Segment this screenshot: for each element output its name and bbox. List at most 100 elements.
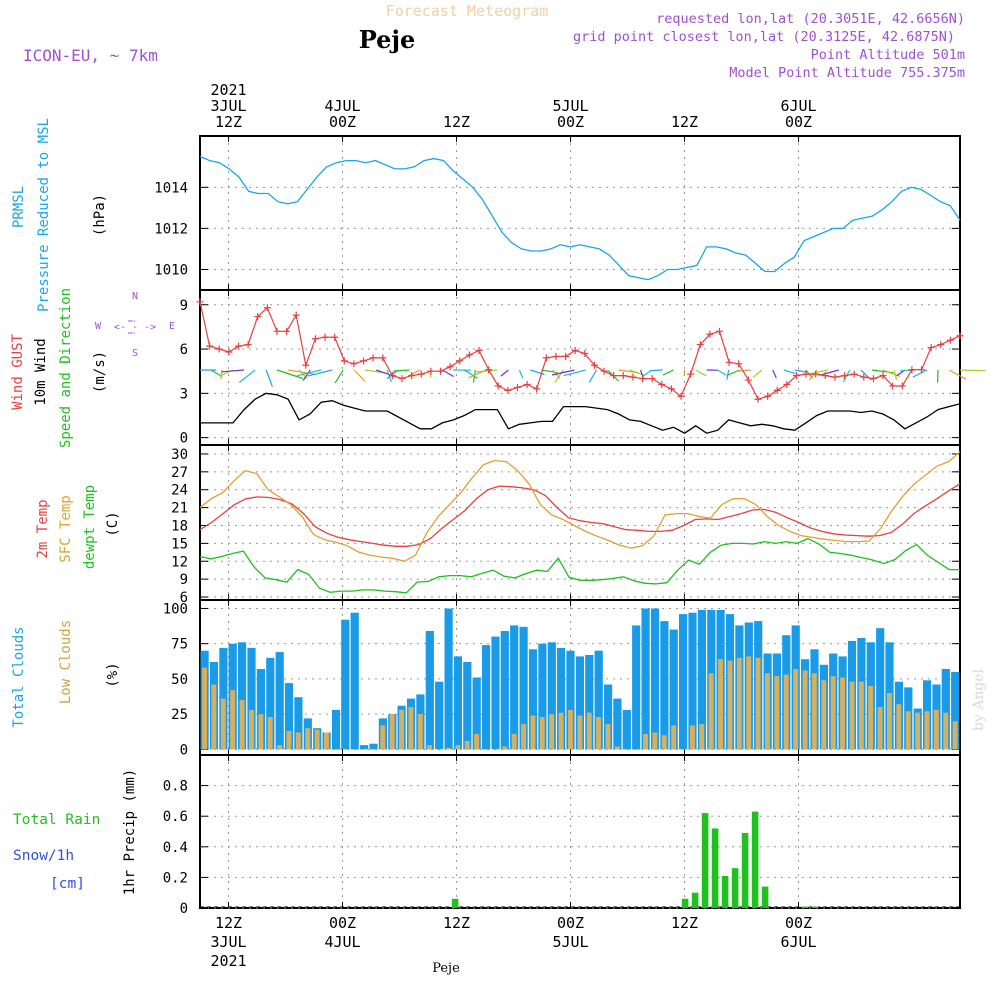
low-cloud-bar [502,746,508,750]
low-cloud-bar [783,674,789,750]
gust-marker [321,333,329,341]
gust-marker [542,354,550,362]
top-time-label: 00Z [557,113,584,131]
precip-unit: 1hr Precip (mm) [122,769,138,895]
top-time-label: 00Z [785,113,812,131]
low-cloud-bar [417,714,423,750]
low-cloud-bar [314,729,320,750]
low-cloud-bar [830,676,836,750]
low-cloud-bar [718,659,723,750]
low-cloud-bar [708,673,714,750]
gust-marker [523,380,531,388]
low-cloud-bar [868,686,874,750]
clouds-unit: (%) [105,662,121,687]
gust-marker [427,367,435,375]
gust-marker [350,360,358,368]
gust-marker [735,360,743,368]
wind-direction-arrow [642,369,652,377]
precip-ytick-label: 0.4 [163,840,188,856]
watermark: by Angel [971,668,987,731]
gust-marker [658,380,666,388]
total-rain-label: Total Rain [13,812,100,828]
total-cloud-bar [585,655,594,750]
wind-direction-arrow [353,369,366,382]
low-cloud-bar [399,709,404,750]
gust-marker [263,304,271,312]
low-cloud-bar [746,656,752,750]
location-title: Peje [359,25,416,54]
total-cloud-bar [528,649,538,750]
rain-bar [731,868,739,908]
gust-marker [677,392,685,400]
total-cloud-bar [472,677,481,750]
gust-marker [292,311,300,319]
wind-direction-arrow [948,369,967,380]
gust-marker [465,351,473,359]
gust-marker [446,363,454,371]
total-cloud-bar [519,626,528,750]
gust-marker [494,382,502,390]
low-cloud-bar [671,725,677,750]
wind-direction-arrow [518,369,524,379]
temp-frame [199,444,961,601]
low-cloud-bar [202,667,207,750]
total-cloud-bar [679,614,688,750]
bottom-time-label: 3JUL [210,933,246,951]
wind-direction-arrow [464,369,478,379]
grid-point-coords: grid point closest lon,lat (20.3125E, 42… [573,29,955,45]
bottom-time-label: 00Z [329,914,356,932]
total-cloud-bar [284,683,294,750]
gust-marker [792,372,800,380]
low-cloud-bar [230,690,236,750]
total-cloud-bar [547,642,556,750]
gust-marker [302,361,310,369]
rain-bar [691,892,699,908]
wind-direction-arrow [302,369,311,382]
gust-marker [331,333,339,341]
low-cloud-bar [380,725,386,750]
cloud-panel-labels: Total Clouds Low Clouds (%) [11,620,121,728]
wind-direction-arrow [307,369,333,377]
wind-direction-arrow [772,369,777,379]
low-cloud-bar [727,660,733,750]
point-altitude: Point Altitude 501m [811,47,965,63]
total-cloud-bar [369,743,378,750]
wind-direction-arrow [276,369,303,380]
gust-marker [879,372,887,380]
wind-direction-arrow [818,369,839,376]
temp-ytick-label: 30 [171,447,188,463]
gust-marker [715,327,723,335]
gust-marker [590,361,598,369]
gust-marker [927,344,935,352]
low-cloud-bar [211,684,217,750]
wind-direction-arrow [563,369,586,377]
top-time-label: 12Z [443,113,470,131]
total-cloud-bar [453,656,462,750]
total-cloud-bar [275,652,284,750]
pressure-ytick-label: 1012 [154,221,188,237]
low-cloud-bar [446,748,451,750]
gust-marker [369,354,377,362]
low-cloud-bar [511,733,517,750]
wind-direction-arrow [794,369,807,373]
low-cloud-bar [858,681,864,750]
clouds-panel: 0 25 50 75 100 [163,599,961,758]
low-cloud-bar [915,712,921,750]
sfc-temp-label: SFC Temp [58,495,74,562]
low-cloud-bar [905,711,911,750]
total-cloud-bar [650,608,660,750]
low-cloud-bar [605,724,611,750]
total-cloud-bar [632,625,641,750]
total-cloud-bar [435,681,444,750]
requested-coords: requested lon,lat (20.3051E, 42.6656N) [656,11,965,27]
precip-ytick-label: 0.2 [163,870,188,886]
low-cloud-bar [408,707,414,750]
pressure-ytick-label: 1014 [154,180,188,196]
gust-marker [388,372,396,380]
dewpt-label: dewpt Temp [82,485,98,569]
wind-direction-arrow [783,369,796,375]
low-cloud-bar [793,669,799,750]
wind-unit: (m/s) [92,351,108,393]
wind-direction-arrow [221,369,245,373]
precip-frame [199,754,961,909]
